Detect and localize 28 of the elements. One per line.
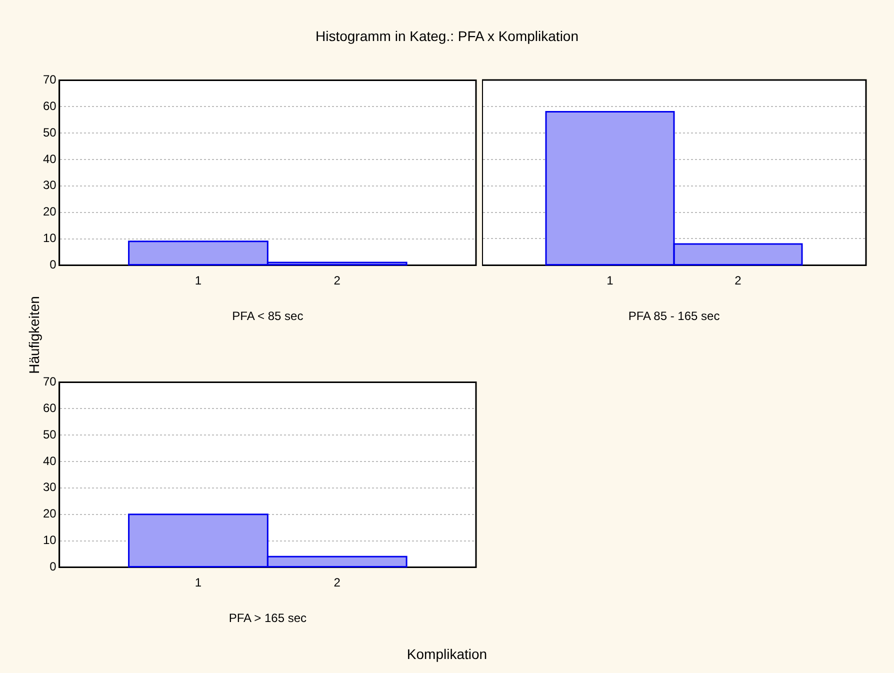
y-tick-label: 40 [42,152,57,166]
text: Komplikation [406,646,488,662]
x-axis-title: PFA > 165 sec [228,611,307,626]
y-tick-label: 30 [42,480,57,494]
y-tick-label: 60 [42,400,57,415]
y-tick-label: 30 [42,178,57,192]
x-tick-label: 2 [334,576,341,590]
x-tick-label: 1 [606,274,614,288]
x-tick-label: 2 [334,274,341,288]
y-tick-label: 70 [42,72,57,87]
x-axis-title: PFA < 85 sec [232,309,304,324]
x-tick-label: 1 [194,576,202,590]
y-tick-label: 70 [42,374,57,389]
y-tick-label: 0 [50,258,57,272]
y-tick-label: 40 [42,454,57,468]
y-tick-label: 0 [50,560,57,574]
y-tick-label: 60 [42,98,57,113]
y-tick-label: 50 [42,427,57,442]
y-tick-label: 10 [42,533,57,548]
y-tick-label: 20 [42,204,57,219]
chart-title: Histogramm in Kateg.: PFA x Komplikation [314,28,580,44]
y-axis-title: Häufigkeiten [26,296,42,374]
x-tick-label: 2 [734,274,742,288]
y-tick-label: 50 [42,125,57,140]
x-tick-label: 1 [194,274,202,288]
y-tick-label: 10 [42,231,57,246]
y-tick-label: 20 [42,506,57,521]
x-axis-title: PFA 85 - 165 sec [628,309,720,324]
